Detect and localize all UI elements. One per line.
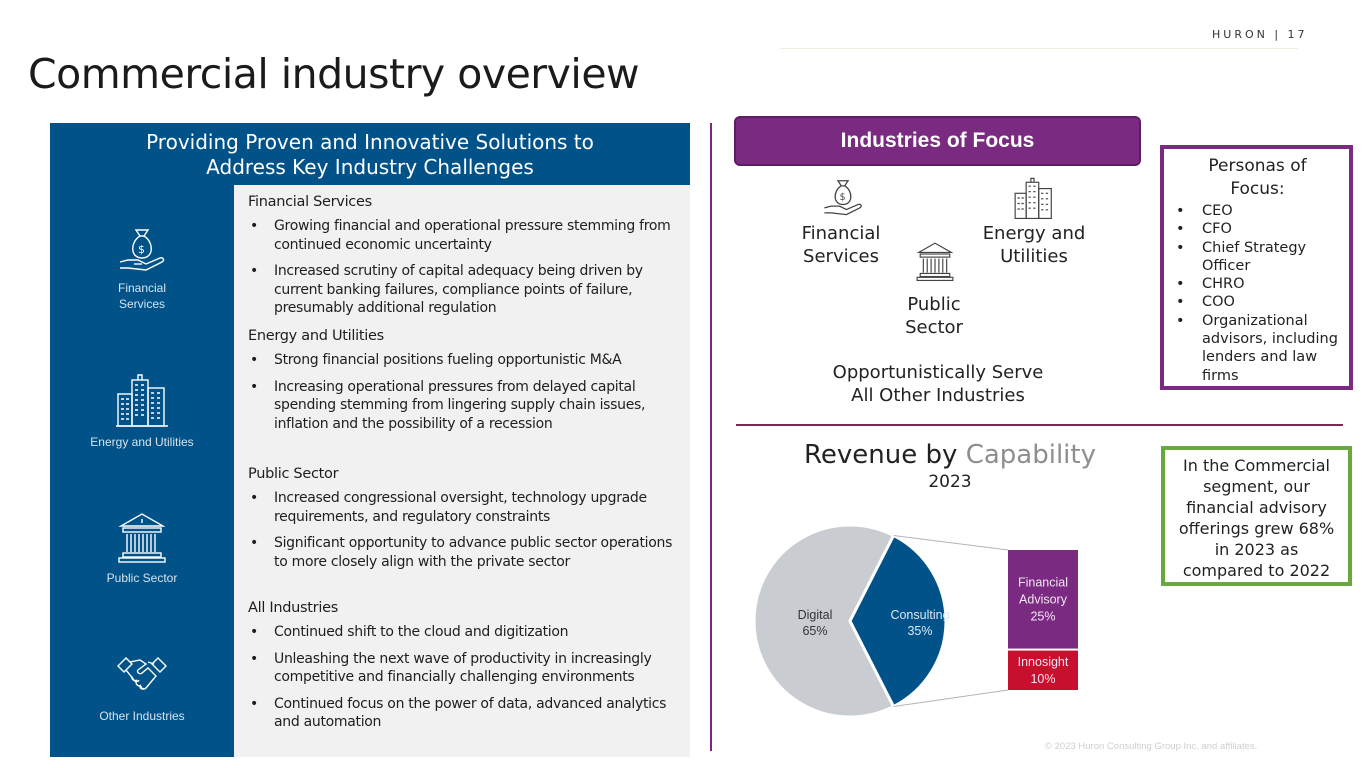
sidebar-label: Public Sector <box>106 571 178 585</box>
chart-title-part2: Capability <box>965 440 1096 470</box>
personas-title-line2: Focus: <box>1230 179 1285 199</box>
page-title: Commercial industry overview <box>28 50 640 98</box>
section-energy-utilities: Energy and Utilities Strong financial po… <box>248 327 678 441</box>
industries-of-focus-banner: Industries of Focus <box>734 116 1141 166</box>
callout-line: financial advisory <box>1186 498 1327 517</box>
building-icon <box>1014 177 1052 220</box>
bullet-item: Unleashing the next wave of productivity… <box>248 650 678 687</box>
callout-line: offerings grew 68% <box>1178 519 1335 538</box>
bullet-item: Strong financial positions fueling oppor… <box>248 351 678 370</box>
callout-line: compared to 2022 <box>1182 561 1331 580</box>
bullet-item: Growing financial and operational pressu… <box>248 217 678 254</box>
challenges-header-line2: Address Key Industry Challenges <box>206 155 534 179</box>
challenges-header-line1: Providing Proven and Innovative Solution… <box>146 130 594 154</box>
industry-label: Public <box>907 294 961 315</box>
section-title: Financial Services <box>248 194 372 210</box>
building-icon <box>116 374 168 427</box>
breakdown-label: 10% <box>1030 672 1055 686</box>
sidebar-other-industries: Other Industries <box>50 650 234 724</box>
vertical-divider <box>710 123 712 751</box>
personas-of-focus: Personas of Focus: CEO CFO Chief Strateg… <box>1160 145 1353 390</box>
money-bag-hand-icon: $ <box>824 180 862 216</box>
persona-item: CEO <box>1176 202 1339 221</box>
industry-label: Financial <box>801 223 881 244</box>
chart-title-part1: Revenue by <box>804 440 958 470</box>
pie-label-digital: Digital <box>798 608 833 622</box>
money-bag-hand-icon: $ <box>119 229 165 271</box>
industry-label: Services <box>803 246 879 267</box>
persona-item: Chief Strategy Officer <box>1176 239 1339 276</box>
section-title: All Industries <box>248 600 338 616</box>
industry-label: Energy and <box>982 223 1086 244</box>
brand-page-number: HURON | 17 <box>1212 28 1308 41</box>
callout-line: In the Commercial <box>1183 456 1330 475</box>
industry-label: Opportunistically Serve <box>832 362 1044 383</box>
copyright: © 2023 Huron Consulting Group Inc. and a… <box>1045 741 1258 752</box>
breakdown-bar-1 <box>1008 650 1078 690</box>
sidebar-label: Services <box>118 297 165 311</box>
government-building-icon <box>916 242 954 282</box>
callout-line: in 2023 as <box>1214 540 1299 559</box>
svg-text:$: $ <box>138 243 145 256</box>
persona-item: CHRO <box>1176 275 1339 294</box>
sidebar-energy-utilities: Energy and Utilities <box>50 372 234 450</box>
persona-item: CFO <box>1176 220 1339 239</box>
growth-callout: In the Commercial segment, our financial… <box>1161 446 1352 586</box>
section-financial-services: Financial Services Growing financial and… <box>248 193 678 326</box>
pie-label-digital: 65% <box>802 624 827 638</box>
bullet-item: Increased congressional oversight, techn… <box>248 489 678 526</box>
breakdown-label: 25% <box>1030 609 1055 623</box>
bullet-item: Continued shift to the cloud and digitiz… <box>248 623 678 642</box>
industry-label: All Other Industries <box>851 385 1025 406</box>
breakdown-label: Innosight <box>1018 655 1069 669</box>
industry-label: Utilities <box>1000 246 1068 267</box>
section-all-industries: All Industries Continued shift to the cl… <box>248 599 678 740</box>
persona-item: Organizational advisors, including lende… <box>1176 312 1339 385</box>
bullet-item: Increasing operational pressures from de… <box>248 378 678 434</box>
government-building-icon <box>118 513 166 563</box>
svg-text:$: $ <box>840 192 846 203</box>
personas-title-line1: Personas of <box>1208 156 1307 176</box>
connector-line-bottom <box>893 689 1009 708</box>
pie-slice-consulting <box>848 533 948 709</box>
pie-slice-digital <box>752 523 896 719</box>
bullet-item: Significant opportunity to advance publi… <box>248 534 678 571</box>
sidebar-label: Financial <box>117 281 167 295</box>
chart-title: Revenue by Capability <box>736 440 1164 470</box>
persona-item: COO <box>1176 293 1339 312</box>
industry-public-sector: Public Sector <box>880 293 988 339</box>
sidebar-public-sector: Public Sector <box>50 510 234 586</box>
pie-label-consulting: 35% <box>907 624 932 638</box>
industry-energy-utilities: Energy and Utilities <box>970 222 1098 268</box>
horizontal-divider <box>736 424 1343 426</box>
chart-subtitle: 2023 <box>928 472 972 492</box>
personas-title: Personas of Focus: <box>1176 155 1339 201</box>
connector-line-top <box>893 534 1009 551</box>
top-rule <box>780 48 1298 49</box>
bullet-item: Increased scrutiny of capital adequacy b… <box>248 262 678 318</box>
sidebar-label: Other Industries <box>99 709 185 723</box>
breakdown-bar-0 <box>1008 550 1078 649</box>
sidebar-financial-services: $ Financial Services <box>50 222 234 312</box>
handshake-icon <box>117 657 167 690</box>
challenges-header: Providing Proven and Innovative Solution… <box>50 123 690 185</box>
industry-label: Sector <box>905 317 963 338</box>
pie-label-consulting: Consulting <box>890 608 949 622</box>
callout-line: segment, our <box>1203 477 1310 496</box>
industry-financial-services: Financial Services <box>780 222 902 268</box>
bullet-item: Continued focus on the power of data, ad… <box>248 695 678 732</box>
breakdown-label: Advisory <box>1019 592 1068 606</box>
section-title: Public Sector <box>248 466 339 482</box>
breakdown-label: Financial <box>1018 575 1068 589</box>
section-title: Energy and Utilities <box>248 328 384 344</box>
industry-other: Opportunistically Serve All Other Indust… <box>800 361 1076 407</box>
section-public-sector: Public Sector Increased congressional ov… <box>248 465 678 579</box>
sidebar-label: Energy and Utilities <box>90 435 194 449</box>
